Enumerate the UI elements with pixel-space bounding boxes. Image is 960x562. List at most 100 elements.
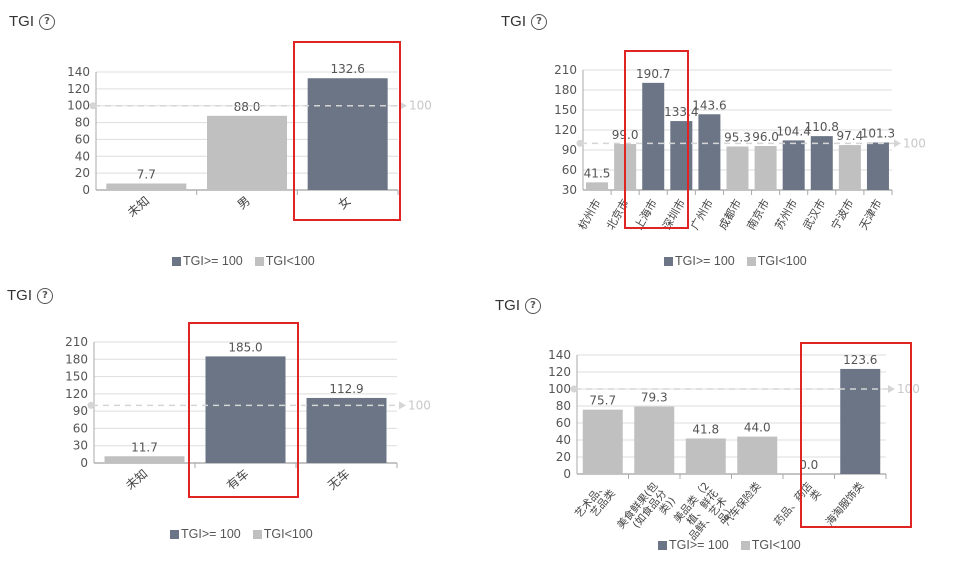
data-label: 110.8 <box>805 120 839 134</box>
legend-swatch-high <box>172 256 181 266</box>
reference-arrow <box>894 139 901 148</box>
x-tick-label-line: 上海市 <box>631 197 660 233</box>
bar <box>810 136 833 190</box>
x-tick-label-line: 苏州市 <box>772 197 801 233</box>
highlight-box <box>624 50 689 229</box>
legend[interactable]: TGI>= 100 TGI<100 <box>658 538 801 552</box>
x-tick-label: 艺术品、艺品类 <box>573 480 618 528</box>
data-label: 143.6 <box>692 98 726 112</box>
panel-3-title: TGI ? <box>7 287 53 304</box>
bar <box>685 438 726 474</box>
x-tick-label-line: 无车 <box>324 466 352 493</box>
x-tick-label-line: 深圳市 <box>659 197 688 233</box>
y-tick-label: 140 <box>548 348 571 362</box>
legend-item-low[interactable]: TGI<100 <box>740 538 801 552</box>
x-tick-label-line: 成都市 <box>715 197 744 233</box>
data-label: 185.0 <box>228 340 262 354</box>
bar <box>642 82 665 190</box>
bar <box>737 436 778 474</box>
reference-marker <box>89 102 97 110</box>
legend[interactable]: TGI>= 100 TGI<100 <box>664 254 807 268</box>
y-tick-label: 60 <box>73 421 88 435</box>
legend-item-high[interactable]: TGI>= 100 <box>664 254 735 268</box>
x-tick-label: 未知 <box>125 194 152 220</box>
y-tick-label: 90 <box>73 404 88 418</box>
chart-title: TGI <box>9 13 34 30</box>
x-tick-label-line: 武汉市 <box>800 197 829 233</box>
legend-item-low[interactable]: TGI<100 <box>746 254 807 268</box>
bar <box>840 368 881 474</box>
chart-title: TGI <box>495 297 520 314</box>
legend-swatch-low <box>740 540 750 550</box>
x-tick-label-line: 未知 <box>123 467 150 493</box>
y-tick-label: 0 <box>563 467 571 481</box>
legend-swatch-high <box>658 540 667 550</box>
y-tick-label: 60 <box>562 163 577 177</box>
y-tick-label: 40 <box>556 433 571 447</box>
y-tick-label: 210 <box>554 63 577 77</box>
panel-1-title: TGI ? <box>9 13 55 30</box>
x-tick-label: 女 <box>335 193 354 212</box>
bar <box>205 356 286 463</box>
data-label: 97.4 <box>837 129 864 143</box>
data-label: 41.5 <box>584 166 611 180</box>
legend-swatch-low <box>254 256 264 266</box>
bar <box>782 140 805 190</box>
x-tick-label-line: 未知 <box>125 194 152 220</box>
x-tick-label: 上海市 <box>631 197 660 233</box>
y-tick-label: 120 <box>548 365 571 379</box>
reference-marker <box>87 401 95 409</box>
y-tick-label: 80 <box>75 116 90 130</box>
x-tick-label: 美食鲜果(包(如食品分类)) <box>614 479 678 546</box>
question-circle-icon[interactable]: ? <box>37 287 53 304</box>
reference-arrow <box>400 101 407 110</box>
question-circle-icon[interactable]: ? <box>39 13 55 30</box>
question-circle-icon[interactable]: ? <box>525 297 541 314</box>
reference-label: 100 <box>408 398 431 412</box>
highlight-box <box>188 322 299 498</box>
legend-item-low[interactable]: TGI<100 <box>252 527 313 541</box>
legend-label-high: TGI>= 100 <box>669 538 729 552</box>
legend-item-low[interactable]: TGI<100 <box>254 254 315 268</box>
bar <box>726 146 749 190</box>
y-tick-label: 150 <box>65 370 88 384</box>
x-tick-label-line: 北京市 <box>603 197 632 233</box>
legend[interactable]: TGI>= 100 TGI<100 <box>170 527 313 541</box>
x-tick-label: 有车 <box>223 466 251 493</box>
data-label: 79.3 <box>641 391 668 405</box>
y-tick-label: 120 <box>554 123 577 137</box>
bar <box>307 78 388 190</box>
bar <box>754 146 777 190</box>
data-label: 75.7 <box>589 394 616 408</box>
question-circle-icon[interactable]: ? <box>531 13 547 30</box>
reference-marker <box>576 139 584 147</box>
legend-label-low: TGI<100 <box>751 538 801 552</box>
legend-item-high[interactable]: TGI>= 100 <box>172 254 243 268</box>
legend-item-high[interactable]: TGI>= 100 <box>658 538 729 552</box>
x-tick-label: 南京市 <box>744 197 773 233</box>
x-tick-label: 海淘服饰类 <box>823 479 867 528</box>
legend-label-high: TGI>= 100 <box>675 254 735 268</box>
x-tick-label: 男 <box>235 194 253 212</box>
x-tick-label: 广州市 <box>687 197 716 233</box>
data-label: 101.3 <box>861 126 895 140</box>
highlight-box <box>293 41 401 221</box>
y-tick-label: 100 <box>548 382 571 396</box>
x-tick-label: 宁波市 <box>828 197 857 233</box>
y-tick-label: 60 <box>75 132 90 146</box>
y-tick-label: 120 <box>65 387 88 401</box>
y-tick-label: 20 <box>556 450 571 464</box>
y-tick-label: 20 <box>75 166 90 180</box>
data-label: 88.0 <box>234 100 261 114</box>
legend[interactable]: TGI>= 100 TGI<100 <box>172 254 315 268</box>
legend-label-high: TGI>= 100 <box>183 254 243 268</box>
bar <box>634 406 675 474</box>
reference-marker <box>570 385 578 393</box>
y-tick-label: 80 <box>556 399 571 413</box>
reference-arrow <box>399 401 406 410</box>
x-tick-label: 无车 <box>324 466 352 493</box>
chart-title: TGI <box>7 287 32 304</box>
x-tick-label-line: 南京市 <box>744 197 773 233</box>
legend-item-high[interactable]: TGI>= 100 <box>170 527 241 541</box>
